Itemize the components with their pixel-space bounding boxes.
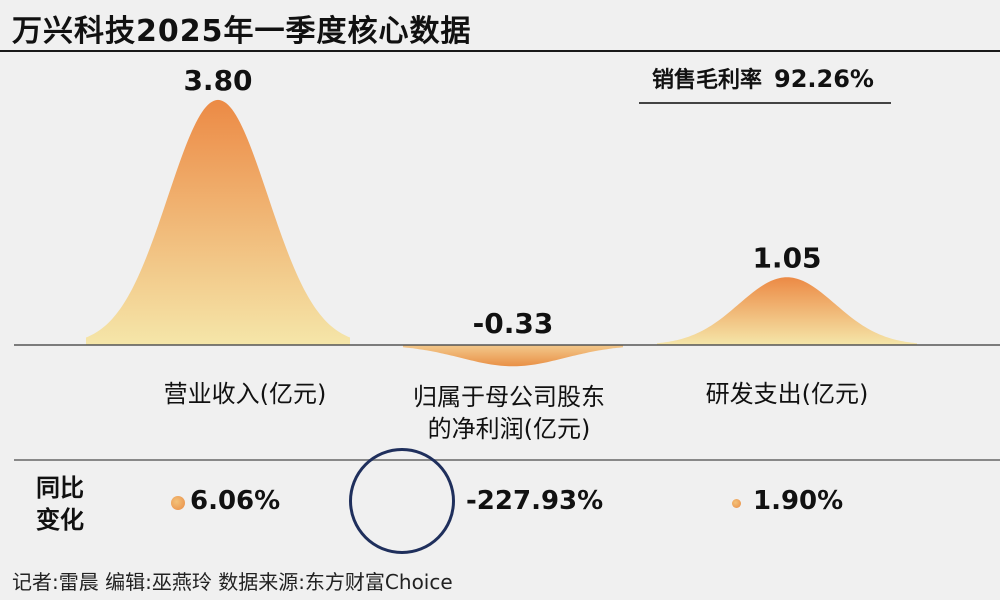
yoy-value-1: 6.06%: [190, 486, 281, 516]
category-label-line: 的净利润(亿元): [427, 415, 591, 443]
yoy-value-3: 1.90%: [753, 486, 844, 516]
value-label-1: 3.80: [183, 64, 252, 97]
yoy-dot-1: [171, 496, 185, 510]
yoy-item-3: 1.90%: [0, 486, 1000, 520]
category-label-2: 归属于母公司股东 的净利润(亿元): [359, 381, 659, 445]
gross-margin-box: 销售毛利率 92.26%: [638, 62, 888, 94]
title-bar: 万兴科技2025年一季度核心数据: [0, 0, 1000, 50]
gross-margin-underline: [639, 102, 891, 104]
yoy-item-1: 6.06%: [0, 486, 1000, 520]
category-label-line: 营业收入(亿元): [163, 380, 327, 408]
area-mark-3: [657, 277, 917, 345]
yoy-label-line1: 同比: [36, 474, 84, 502]
highlight-ring: [349, 448, 455, 554]
yoy-item-2: -227.93%: [0, 486, 1000, 520]
area-mark-2: [403, 345, 623, 367]
value-label-3: 1.05: [752, 241, 821, 274]
gross-margin-label: 销售毛利率: [652, 68, 763, 93]
category-label-line: 归属于母公司股东: [413, 383, 605, 411]
gross-margin-value: 92.26%: [774, 65, 874, 93]
value-label-2: -0.33: [473, 307, 554, 340]
yoy-label: 同比 变化: [36, 472, 84, 536]
chart-title: 万兴科技2025年一季度核心数据: [12, 14, 472, 49]
title-divider: [0, 50, 1000, 52]
section-divider: [14, 459, 1000, 461]
yoy-value-2: -227.93%: [466, 486, 604, 516]
area-mark-1: [86, 99, 350, 346]
category-label-line: 研发支出(亿元): [705, 380, 869, 408]
chart-canvas: 3.80 -0.33 1.05: [14, 64, 1000, 367]
chart-marks: 3.80 -0.33 1.05: [14, 64, 1000, 367]
yoy-label-line2: 变化: [36, 506, 84, 534]
category-label-1: 营业收入(亿元): [95, 378, 395, 410]
category-label-3: 研发支出(亿元): [637, 378, 937, 410]
footer-credits: 记者:雷晨 编辑:巫燕玲 数据来源:东方财富Choice: [12, 570, 453, 594]
yoy-dot-3: [732, 498, 741, 508]
